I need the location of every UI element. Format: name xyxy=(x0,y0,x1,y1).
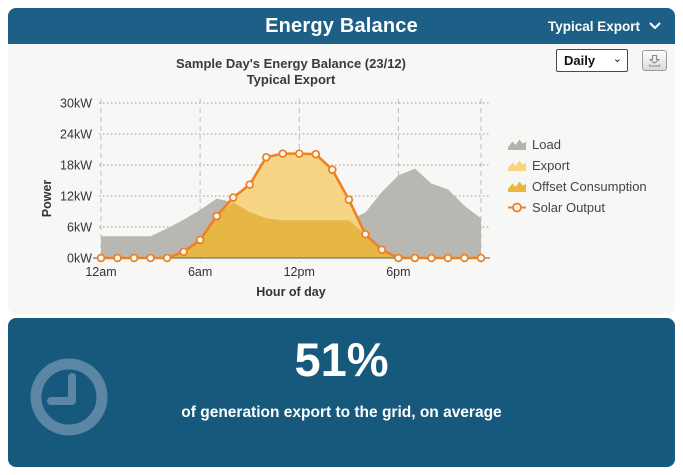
svg-text:6pm: 6pm xyxy=(386,265,410,279)
chart-plot-area: 0kW 6kW 12kW 18kW 24kW 30kW 12am 6am 12pm 6pm Hour… xyxy=(38,93,496,299)
legend-label: Load xyxy=(532,137,561,152)
y-axis-title: Power xyxy=(40,180,54,218)
chart-legend: Load Export Offset Consumption Solar Output xyxy=(508,134,647,218)
period-select-wrap: Daily ⌄ xyxy=(556,49,628,72)
x-axis-title: Hour of day xyxy=(256,285,325,299)
svg-text:12am: 12am xyxy=(85,265,116,279)
solar-output-markers xyxy=(96,149,486,263)
legend-area-icon xyxy=(508,160,526,171)
legend-item-solar-output: Solar Output xyxy=(508,197,647,218)
legend-label: Solar Output xyxy=(532,200,605,215)
period-select[interactable]: Daily xyxy=(556,49,628,72)
view-mode-dropdown[interactable]: Typical Export xyxy=(548,8,661,44)
svg-text:30kW: 30kW xyxy=(60,97,92,111)
svg-text:0kW: 0kW xyxy=(67,252,92,266)
load-area xyxy=(101,168,481,258)
stats-text: 51% of generation export to the grid, on… xyxy=(8,334,675,422)
legend-area-icon xyxy=(508,139,526,150)
export-area xyxy=(101,153,481,258)
svg-text:24kW: 24kW xyxy=(60,128,92,142)
export-caption: of generation export to the grid, on ave… xyxy=(181,404,502,421)
legend-label: Offset Consumption xyxy=(532,179,647,194)
chart-title: Sample Day's Energy Balance (23/12) xyxy=(176,56,406,71)
chart-controls: Daily ⌄ xyxy=(556,49,667,72)
svg-text:12kW: 12kW xyxy=(60,190,92,204)
view-mode-label: Typical Export xyxy=(547,18,640,34)
clock-icon xyxy=(30,358,108,436)
chart-section: Daily ⌄ Sample Day's Energy Balance (23/… xyxy=(8,44,675,314)
svg-text:6am: 6am xyxy=(188,265,212,279)
svg-text:12pm: 12pm xyxy=(284,265,315,279)
svg-text:18kW: 18kW xyxy=(60,159,92,173)
widget-title: Energy Balance xyxy=(265,14,418,37)
energy-balance-chart: 0kW 6kW 12kW 18kW 24kW 30kW 12am 6am 12pm 6pm Hour… xyxy=(40,97,490,299)
chart-subtitle: Typical Export xyxy=(246,72,336,87)
legend-label: Export xyxy=(532,158,570,173)
legend-item-offset-consumption: Offset Consumption xyxy=(508,176,647,197)
svg-text:6kW: 6kW xyxy=(67,221,92,235)
widget-header: Energy Balance Typical Export xyxy=(8,8,675,44)
legend-item-load: Load xyxy=(508,134,647,155)
download-icon xyxy=(648,54,661,67)
stats-panel: 51% of generation export to the grid, on… xyxy=(8,318,675,467)
legend-item-export: Export xyxy=(508,155,647,176)
legend-line-marker-icon xyxy=(508,202,526,213)
export-percentage: 51% xyxy=(294,333,389,386)
download-button[interactable] xyxy=(642,50,667,71)
legend-area-icon xyxy=(508,181,526,192)
energy-balance-widget: Energy Balance Typical Export Daily ⌄ xyxy=(8,8,675,467)
chevron-down-icon xyxy=(649,22,661,29)
chart-card: Energy Balance Typical Export Daily ⌄ xyxy=(8,8,675,314)
chart-title-block: Sample Day's Energy Balance (23/12) Typi… xyxy=(101,56,481,88)
